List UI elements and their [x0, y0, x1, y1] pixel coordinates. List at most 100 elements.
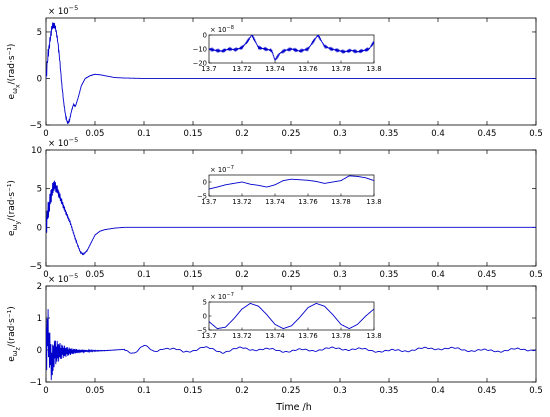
inset-y-exponent: × 10−7: [210, 292, 234, 301]
y-axis-label-part-2: ω: [11, 88, 19, 94]
panel-2: 0 0.05 0.1 0.15 0.2 0.25 0.3 0.35 0.4 0.45 0.5−505…: [7, 136, 543, 280]
y-tick-label: 0: [37, 74, 42, 84]
inset-x-tick-label: 13.78: [331, 332, 350, 340]
x-tick-label: 0.3: [333, 270, 347, 280]
y-tick-label: 10: [31, 146, 42, 156]
y-tick-label: −1: [29, 378, 42, 388]
y-axis-label-part-1: e: [7, 230, 17, 236]
panel-1: 0 0.05 0.1 0.15 0.2 0.25 0.3 0.35 0.4 0.45 0.5−505…: [7, 4, 543, 139]
x-tick-label: 0.4: [431, 386, 445, 396]
x-tick-label: 0.45: [478, 129, 497, 139]
y-exponent: × 10−5: [48, 136, 78, 149]
panel-frame: [45, 285, 537, 383]
x-tick-label: 0.4: [431, 270, 445, 280]
inset-x-tick-label: 13.74: [265, 65, 284, 73]
y-tick-label: 1: [37, 314, 42, 324]
y-axis-label-part-4: /(rad·s⁻¹): [7, 44, 17, 85]
x-axis-label: Time /h: [275, 402, 312, 413]
inset-y-tick-label: −5: [197, 327, 207, 335]
y-axis-label-part-3: x: [15, 84, 22, 88]
inset-y-tick-label: −20: [193, 60, 207, 68]
y-tick-label: −5: [29, 262, 42, 272]
inset-x-tick-label: 13.8: [366, 198, 381, 206]
inset-x-tick-label: 13.7: [201, 65, 216, 73]
y-axis-label: eωz/(rad·s⁻¹): [7, 306, 22, 361]
x-tick-label: 0.25: [282, 386, 301, 396]
x-tick-label: 0.1: [137, 270, 151, 280]
inset-frame: [208, 174, 375, 197]
x-tick-label: 0.5: [529, 386, 543, 396]
x-tick-label: 0.05: [86, 386, 105, 396]
y-exponent: × 10−5: [48, 4, 78, 17]
y-exponent-power: −5: [69, 136, 79, 144]
series-line: [46, 180, 536, 256]
x-tick-label: 0: [43, 386, 48, 396]
x-tick-label: 0.3: [333, 386, 347, 396]
y-axis-label: eωy/(rad·s⁻¹): [7, 180, 22, 236]
x-tick-label: 0.3: [333, 129, 347, 139]
x-tick-label: 0.15: [184, 270, 203, 280]
inset-x-tick-label: 13.7: [201, 198, 216, 206]
inset-x-tick-label: 13.8: [366, 65, 381, 73]
y-axis-label-part-1: e: [7, 356, 17, 362]
inset-x-tick-label: 13.72: [232, 65, 251, 73]
inset-x-tick-label: 13.74: [265, 332, 284, 340]
panel-frame: [45, 149, 537, 267]
y-axis-label-part-2: ω: [11, 350, 19, 356]
inset-x-tick-label: 13.72: [232, 198, 251, 206]
inset-x-tick-label: 13.76: [298, 65, 317, 73]
inset-y-exponent: × 10−8: [210, 25, 234, 34]
inset-y-tick-label: −10: [193, 46, 207, 54]
series-line: [46, 22, 536, 124]
y-tick-label: 5: [37, 185, 42, 195]
inset-y-tick-label: 0: [203, 179, 207, 187]
x-tick-label: 0.5: [529, 129, 543, 139]
x-tick-label: 0.25: [282, 270, 301, 280]
y-tick-label: 0: [37, 223, 42, 233]
x-tick-label: 0.15: [184, 129, 203, 139]
x-tick-label: 0.25: [282, 129, 301, 139]
y-axis-label-part-2: ω: [11, 224, 19, 230]
x-tick-label: 0.2: [235, 270, 249, 280]
inset-y-tick-label: −5: [197, 193, 207, 201]
inset-3: 13.7 13.72 13.74 13.76 13.78 13.8 −5 0 5× 10−7: [197, 292, 382, 340]
inset-y-exponent-power: −7: [227, 292, 234, 298]
inset-y-exponent-power: −7: [227, 165, 234, 171]
x-tick-label: 0.1: [137, 386, 151, 396]
inset-y-exponent-power: −8: [227, 25, 234, 31]
x-tick-label: 0.05: [86, 270, 105, 280]
y-axis-label-part-3: z: [15, 347, 22, 350]
x-tick-label: 0.2: [235, 129, 249, 139]
x-tick-label: 0.45: [478, 386, 497, 396]
y-tick-label: 0: [37, 346, 42, 356]
inset-x-tick-label: 13.7: [201, 332, 216, 340]
x-tick-label: 0.35: [380, 270, 399, 280]
panel-3: 0 0.05 0.1 0.15 0.2 0.25 0.3 0.35 0.4 0.45 0.5−101…: [7, 272, 543, 396]
y-tick-label: −5: [29, 121, 42, 131]
y-axis-label-part-1: e: [7, 93, 17, 99]
x-tick-label: 0: [43, 270, 48, 280]
inset-series-line: [209, 302, 374, 330]
x-tick-label: 0.1: [137, 129, 151, 139]
x-tick-label: 0: [43, 129, 48, 139]
inset-y-tick-label: 0: [203, 313, 207, 321]
x-tick-label: 0.35: [380, 129, 399, 139]
panel-frame: [45, 17, 537, 126]
x-tick-label: 0.35: [380, 386, 399, 396]
inset-x-tick-label: 13.78: [331, 198, 350, 206]
y-exponent-power: −5: [69, 4, 79, 12]
x-tick-label: 0.2: [235, 386, 249, 396]
inset-series-line: [209, 175, 374, 190]
inset-x-tick-label: 13.76: [298, 332, 317, 340]
x-tick-label: 0.15: [184, 386, 203, 396]
y-tick-label: 2: [37, 282, 42, 292]
inset-y-tick-label: 5: [203, 299, 207, 307]
y-axis-label-part-4: /(rad·s⁻¹): [7, 306, 17, 347]
inset-y-tick-label: 0: [203, 32, 207, 40]
x-tick-label: 0.5: [529, 270, 543, 280]
y-exponent: × 10−5: [48, 272, 78, 285]
inset-x-tick-label: 13.76: [298, 198, 317, 206]
inset-x-tick-label: 13.72: [232, 332, 251, 340]
y-tick-label: 5: [37, 28, 42, 38]
